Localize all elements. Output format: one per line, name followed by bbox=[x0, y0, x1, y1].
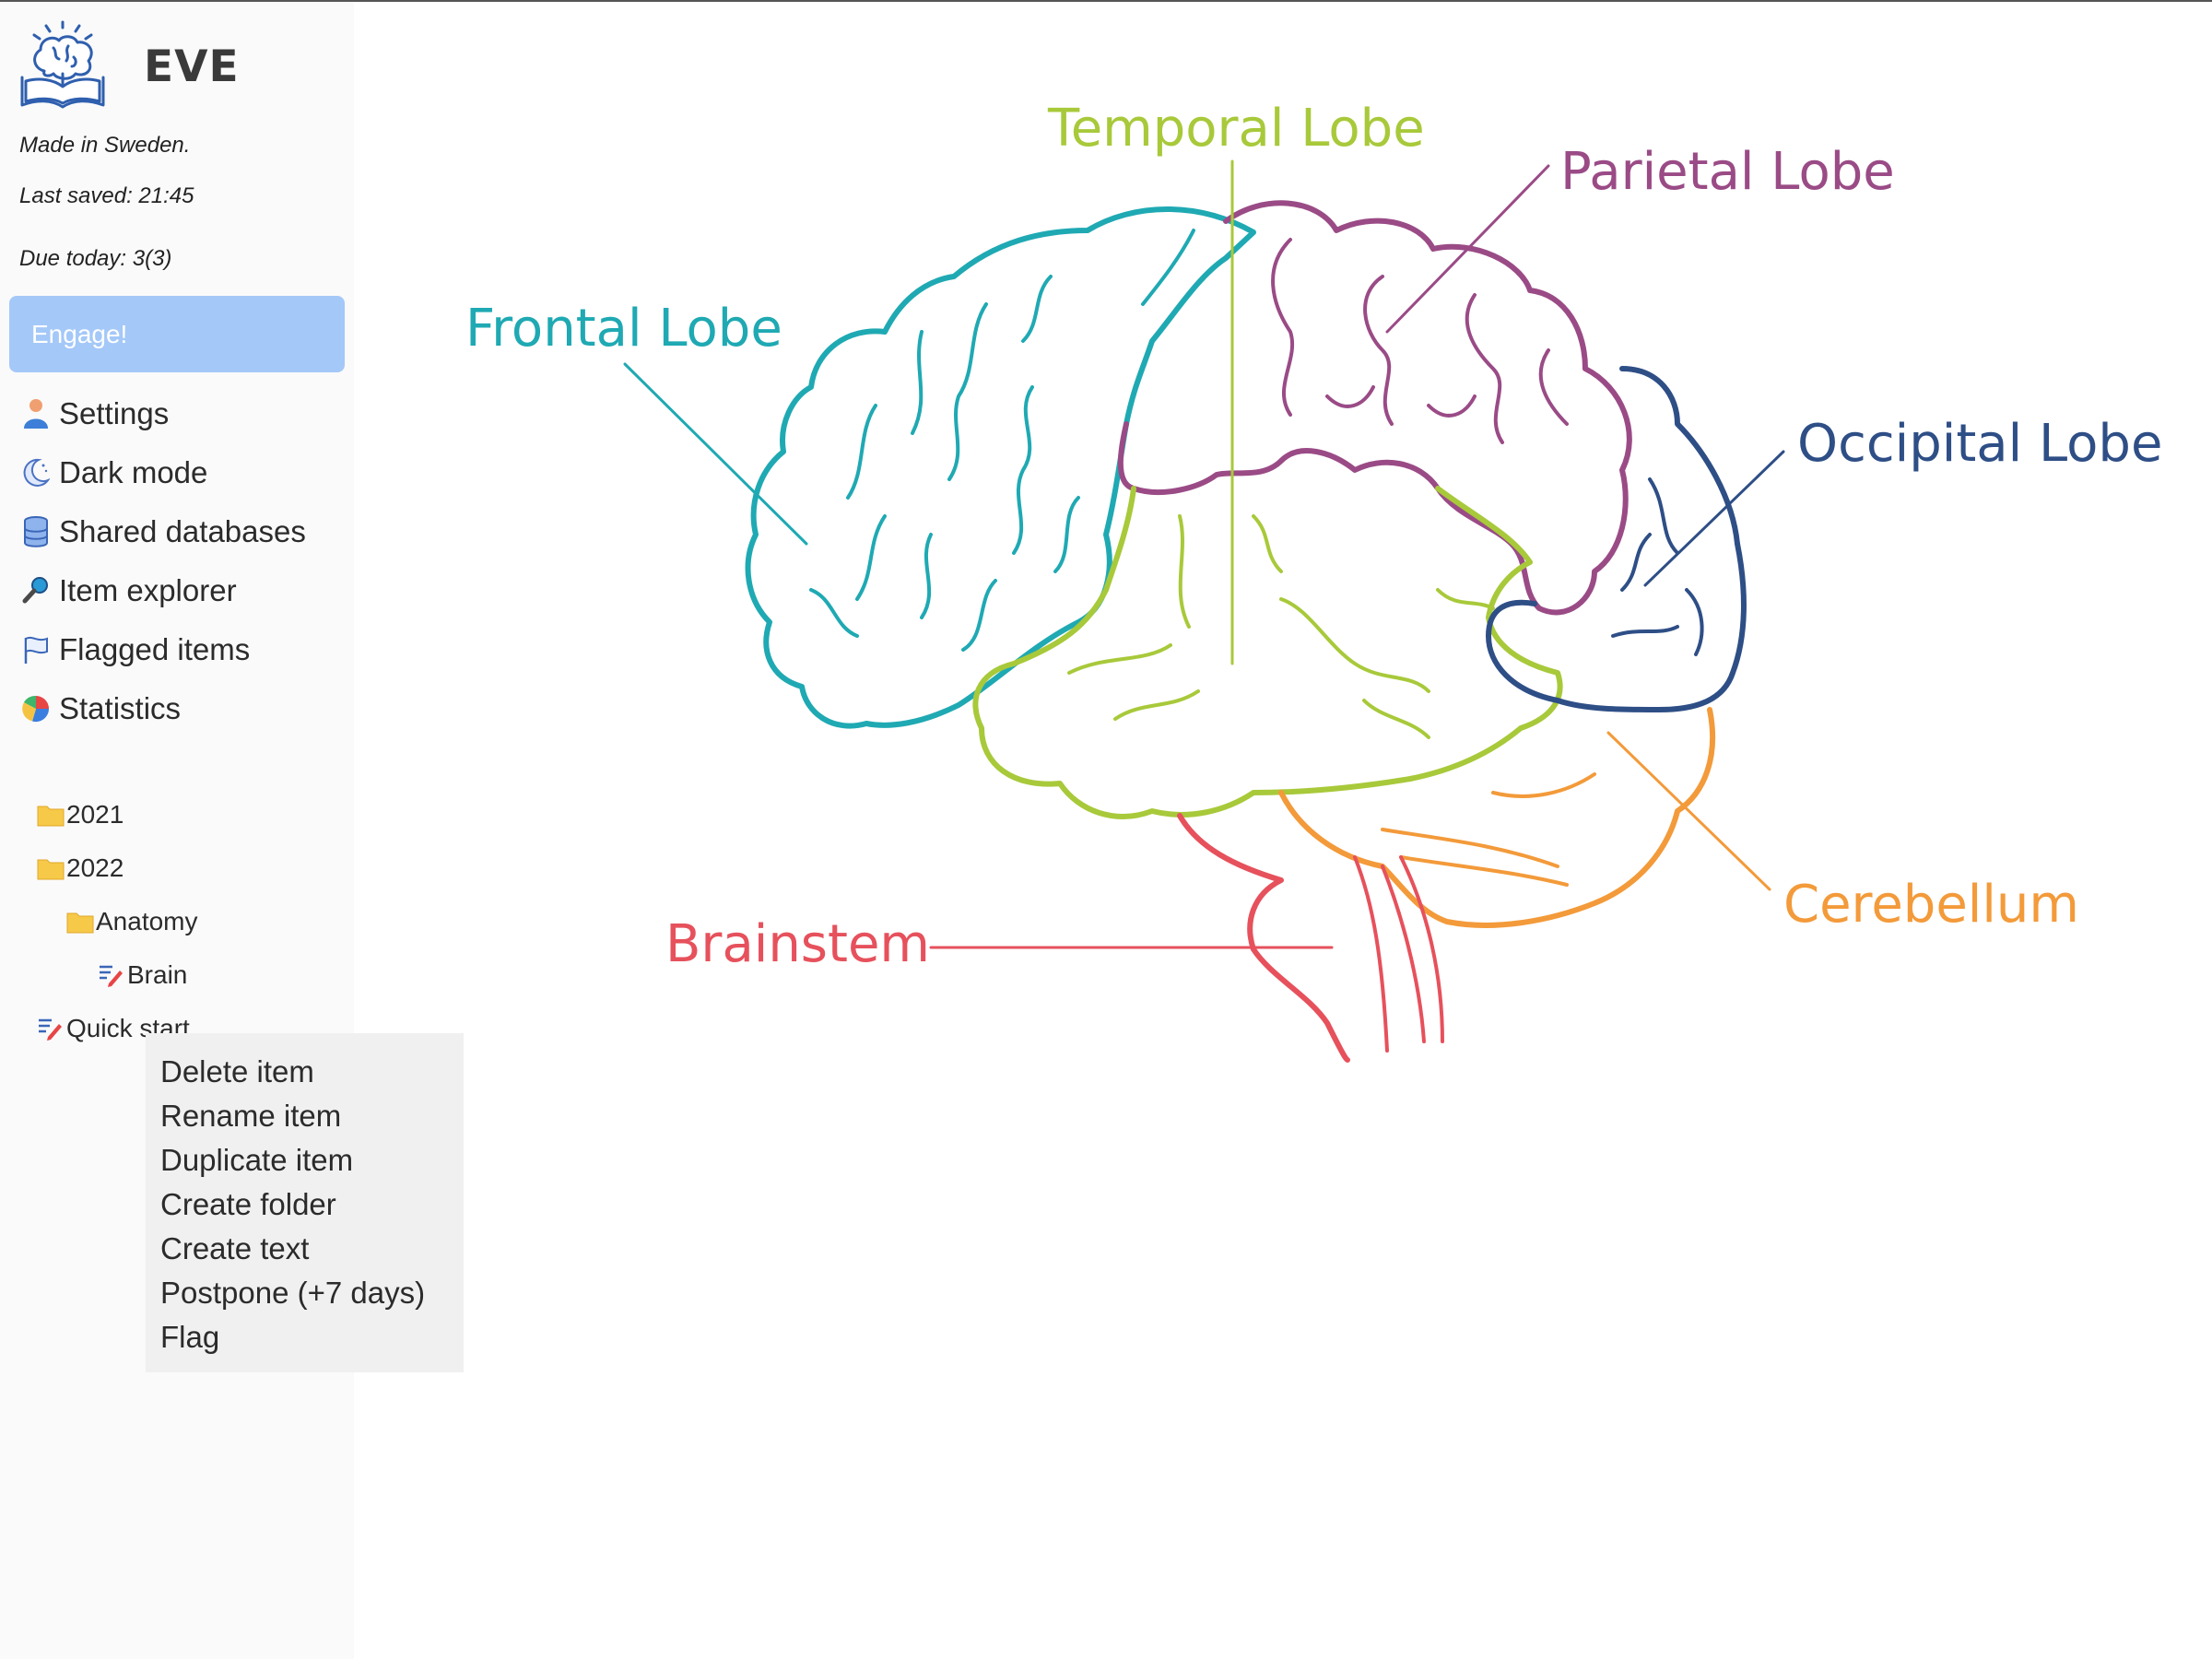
magnifier-icon bbox=[20, 572, 52, 609]
occipital-lobe-leader-line bbox=[1643, 450, 1785, 587]
context-menu-duplicate-item[interactable]: Duplicate item bbox=[160, 1143, 354, 1177]
made-in-text: Made in Sweden. bbox=[19, 133, 191, 158]
window-top-border bbox=[0, 0, 2212, 2]
database-icon bbox=[20, 513, 52, 550]
pie-chart-icon bbox=[20, 690, 52, 727]
tree-text-brain[interactable]: Brain bbox=[98, 955, 187, 995]
brain-book-logo-icon bbox=[20, 20, 105, 109]
folder-icon bbox=[66, 908, 96, 935]
last-saved-text: Last saved: 21:45 bbox=[19, 183, 194, 208]
menu-item-statistics[interactable]: Statistics bbox=[20, 686, 181, 732]
tree-item-label: 2022 bbox=[66, 853, 124, 882]
tree-folder-2022[interactable]: 2022 bbox=[37, 848, 124, 888]
tree-folder-anatomy[interactable]: Anatomy bbox=[66, 901, 198, 942]
occipital-lobe-label: Occipital Lobe bbox=[1797, 414, 2162, 474]
flag-icon bbox=[20, 631, 52, 668]
frontal-lobe-label: Frontal Lobe bbox=[465, 299, 782, 359]
parietal-lobe-leader-line bbox=[1385, 164, 1550, 334]
cerebellum-leader-line bbox=[1606, 731, 1771, 891]
brainstem-shape bbox=[1177, 813, 1444, 1063]
menu-item-label: Statistics bbox=[59, 691, 182, 725]
moon-icon bbox=[20, 454, 52, 491]
tree-item-label: 2021 bbox=[66, 800, 124, 829]
context-menu-delete-item[interactable]: Delete item bbox=[160, 1054, 314, 1088]
menu-item-flagged-items[interactable]: Flagged items bbox=[20, 627, 250, 673]
menu-item-label: Item explorer bbox=[59, 573, 237, 607]
text-document-icon bbox=[37, 1015, 66, 1042]
context-menu-flag[interactable]: Flag bbox=[160, 1320, 220, 1354]
context-menu-create-folder[interactable]: Create folder bbox=[160, 1187, 336, 1221]
menu-item-label: Shared databases bbox=[59, 514, 306, 548]
menu-item-shared-databases[interactable]: Shared databases bbox=[20, 509, 306, 555]
person-icon bbox=[20, 395, 52, 432]
temporal-lobe-label: Temporal Lobe bbox=[1047, 99, 1425, 159]
tree-item-label: Anatomy bbox=[96, 907, 198, 935]
tree-item-label: Brain bbox=[127, 960, 188, 989]
cerebellum-shape bbox=[1278, 707, 1715, 928]
app-header: EVE bbox=[17, 20, 240, 112]
context-menu-postpone[interactable]: Postpone (+7 days) bbox=[160, 1276, 426, 1310]
temporal-lobe-shape bbox=[972, 486, 1563, 819]
app-title: EVE bbox=[144, 41, 240, 92]
menu-item-settings[interactable]: Settings bbox=[20, 391, 169, 437]
sidebar: EVE Made in Sweden. Last saved: 21:45 Du… bbox=[0, 2, 354, 1659]
menu-item-label: Flagged items bbox=[59, 632, 251, 666]
folder-icon bbox=[37, 801, 66, 829]
parietal-lobe-shape bbox=[1117, 200, 1632, 616]
menu-item-item-explorer[interactable]: Item explorer bbox=[20, 568, 237, 614]
menu-item-label: Dark mode bbox=[59, 455, 208, 489]
context-menu: Delete item Rename item Duplicate item C… bbox=[146, 1033, 464, 1372]
text-document-icon bbox=[98, 961, 127, 989]
due-today-text: Due today: 3(3) bbox=[19, 246, 172, 271]
menu-item-dark-mode[interactable]: Dark mode bbox=[20, 450, 207, 496]
occipital-lobe-shape bbox=[1486, 366, 1747, 712]
frontal-lobe-leader-line bbox=[623, 362, 808, 546]
frontal-lobe-shape bbox=[745, 206, 1256, 729]
folder-icon bbox=[37, 854, 66, 882]
engage-button[interactable]: Engage! bbox=[9, 296, 345, 372]
engage-button-label: Engage! bbox=[31, 319, 128, 348]
parietal-lobe-label: Parietal Lobe bbox=[1560, 142, 1895, 202]
context-menu-create-text[interactable]: Create text bbox=[160, 1231, 310, 1265]
brain-diagram: Temporal Lobe Parietal Lobe Frontal Lobe… bbox=[465, 99, 2162, 1063]
cerebellum-label: Cerebellum bbox=[1783, 875, 2079, 935]
menu-item-label: Settings bbox=[59, 396, 170, 430]
context-menu-rename-item[interactable]: Rename item bbox=[160, 1099, 342, 1133]
brainstem-label: Brainstem bbox=[665, 914, 930, 974]
tree-folder-2021[interactable]: 2021 bbox=[37, 794, 124, 835]
